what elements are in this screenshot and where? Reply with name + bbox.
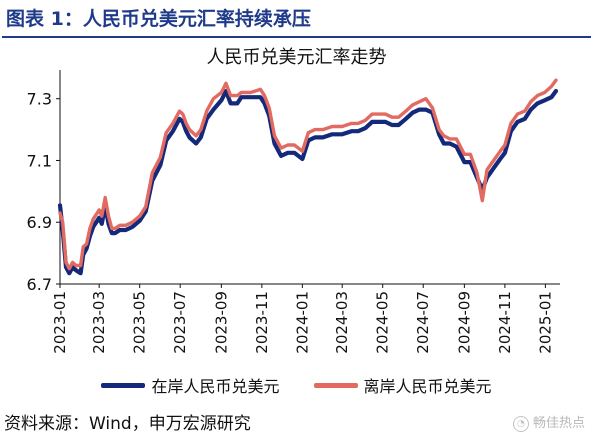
legend-item-onshore: 在岸人民币兑美元 [101,373,280,397]
y-tick-label: 7.3 [27,90,52,109]
y-tick-label: 6.7 [27,275,52,294]
y-tick-label: 6.9 [27,213,52,232]
x-tick-label: 2024-11 [496,291,514,354]
watermark-logo-icon: ◔ [512,416,529,432]
legend-label-onshore: 在岸人民币兑美元 [151,377,280,396]
x-tick-label: 2023-05 [131,291,149,354]
x-tick-label: 2023-11 [253,291,271,354]
legend-label-offshore: 离岸人民币兑美元 [363,377,492,396]
legend-swatch-offshore [313,382,358,388]
x-tick-label: 2024-03 [333,291,351,354]
x-tick-label: 2024-01 [293,291,311,354]
legend-item-offshore: 离岸人民币兑美元 [313,373,492,397]
x-tick-label: 2023-07 [171,291,189,354]
x-tick-label: 2023-01 [51,291,69,354]
watermark: ◔ 畅佳热点 [512,412,585,436]
y-tick-label: 7.1 [27,151,52,170]
legend-swatch-onshore [101,382,146,388]
x-tick-label: 2023-03 [90,291,108,354]
chart-legend: 在岸人民币兑美元 离岸人民币兑美元 [0,372,593,398]
x-tick-label: 2024-05 [374,291,392,354]
series-line-offshore [58,78,558,271]
x-tick-label: 2024-07 [414,291,432,354]
heading-rule [2,36,591,38]
chart-title: 人民币兑美元汇率走势 [206,47,387,68]
figure-heading: 图表 1：人民币兑美元汇率持续承压 [6,8,311,30]
watermark-text: 畅佳热点 [532,416,585,431]
x-tick-label: 2024-09 [455,291,473,354]
series-line-onshore [57,88,559,276]
x-tick-label: 2023-09 [212,291,230,354]
source-note: 资料来源：Wind，申万宏源研究 [4,414,251,434]
x-tick-label: 2025-01 [536,291,554,354]
